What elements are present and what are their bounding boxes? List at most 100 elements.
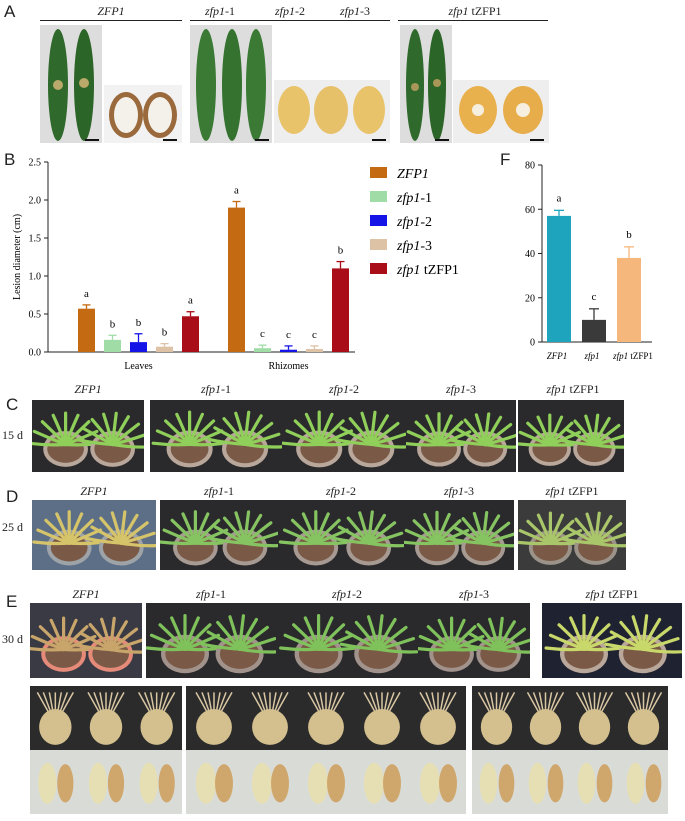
scale-bar-a5 [435,139,449,141]
b-legend-label: zfp1-3 [396,239,432,254]
b-x-tick-label: Rhizomes [269,361,309,372]
photo-d-m3 [404,500,514,570]
b-sig-letter: c [286,329,291,341]
photo-e-m1 [146,603,276,678]
panel-e-label-m2: zfp1-2 [331,587,362,601]
chart-f: 0 20 40 60 80 a c b ZFP1 zfp1 zfp1 tZFP1 [525,161,653,362]
b-legend-label: zfp1-2 [396,215,432,230]
panel-e-label-m3: zfp1-3 [458,587,489,601]
b-sig-letter: c [312,329,317,341]
b-sig-letter: a [234,185,239,197]
scale-bar-a2 [163,139,177,141]
photo-c-wt [32,400,144,472]
photo-a-mutant-leaves [190,25,272,143]
f-x-label: zfp1 [583,351,599,361]
photo-a-wt-leaves [40,25,102,143]
f-bar [582,319,606,342]
day-label-e: 30 d [2,632,23,646]
panel-d-label-wt: ZFP1 [80,484,108,498]
panel-label-a: A [4,2,16,21]
panel-a-label-m3: zfp1-3 [339,4,370,18]
b-bar [228,207,245,352]
b-legend-swatch [370,239,387,250]
photo-e-m3 [418,603,530,678]
b-bar [306,348,323,352]
panel-label-d: D [6,487,19,506]
photo-e-wt [30,603,142,678]
panel-e-label-m1: zfp1-1 [195,587,226,601]
b-bar [104,339,121,352]
panel-a-bracket-mutants [190,20,390,21]
photo-d-m2 [278,500,404,570]
f-bar [617,257,641,342]
scale-bar-a3 [255,139,269,141]
photo-c-m1 [150,400,282,472]
panel-a-label-m1: zfp1-1 [204,4,235,18]
panel-d-label-m2: zfp1-2 [325,484,356,498]
panel-e-label-wt: ZFP1 [72,587,100,601]
day-label-d: 25 d [2,520,23,534]
panel-d-label-comp: zfp1 tZFP1 [545,484,599,498]
panel-e-label-comp: zfp1 tZFP1 [585,587,639,601]
panel-d-label-m1: zfp1-1 [203,484,234,498]
f-sig-letter: a [557,192,562,204]
panel-label-e: E [6,592,18,611]
photo-a-comp-leaves [400,25,452,143]
b-bar [280,349,297,352]
f-bar [547,215,571,342]
b-ytick-label: 1.5 [29,234,42,245]
photo-e-comp [542,603,682,678]
photo-e-m2 [276,603,418,678]
panel-a-bracket-comp [398,20,548,21]
scale-bar-a6 [530,139,544,141]
b-legend-swatch [370,191,387,202]
f-sig-letter: c [592,291,597,303]
panel-label-b: B [4,150,16,169]
panel-c-label-comp: zfp1 tZFP1 [546,382,600,396]
f-ytick-label: 60 [525,205,535,216]
b-legend-label: zfp1 tZFP1 [396,263,459,278]
b-legend-swatch [370,167,387,178]
panel-d-label-m3: zfp1-3 [443,484,474,498]
photo-d-comp [518,500,626,570]
photo-c-m3 [406,400,516,472]
panel-a-label-wt: ZFP1 [97,4,125,18]
photo-e-rhizomes-m1-m3 [186,686,466,814]
photo-a-mutant-rhizomes [274,80,390,143]
b-ytick-label: 0.0 [29,348,42,359]
b-legend-swatch [370,263,387,274]
b-bar [182,316,199,352]
f-ytick-label: 80 [525,161,535,172]
photo-c-comp [518,400,624,472]
day-label-c: 15 d [2,428,23,442]
panel-a-label-m2: zfp1-2 [274,4,305,18]
photo-c-m2 [282,400,406,472]
f-sig-letter: b [626,229,632,241]
b-sig-letter: a [188,295,193,307]
b-bar [78,308,95,352]
panel-c-label-m1: zfp1-1 [200,382,231,396]
b-bar [332,268,349,352]
b-sig-letter: b [110,318,116,330]
b-bar [156,346,173,352]
panel-label-f: F [500,150,511,169]
b-sig-letter: b [162,327,168,339]
photo-a-wt-rhizome [104,85,182,143]
panel-label-c: C [6,395,19,414]
panel-a-bracket-wt [40,20,182,21]
chart-b: 0.0 0.5 1.0 1.5 2.0 2.5 Lesion diameter (cm) Le… [12,158,459,373]
panel-c-label-m2: zfp1-2 [328,382,359,396]
f-x-label: zfp1 tZFP1 [612,351,653,361]
f-ytick-label: 0 [530,338,535,349]
f-ytick-label: 20 [525,293,535,304]
b-ytick-label: 0.5 [29,310,42,321]
photo-d-wt [32,500,156,570]
panel-a-label-comp: zfp1 tZFP1 [448,4,502,18]
panel-c-label-wt: ZFP1 [74,382,102,396]
b-x-tick-label: Leaves [124,361,152,372]
b-ytick-label: 2.0 [29,196,42,207]
photo-e-rhizomes-wt [30,686,182,814]
scale-bar-a4 [372,139,386,141]
photo-d-m1 [160,500,278,570]
b-sig-letter: b [136,317,142,329]
